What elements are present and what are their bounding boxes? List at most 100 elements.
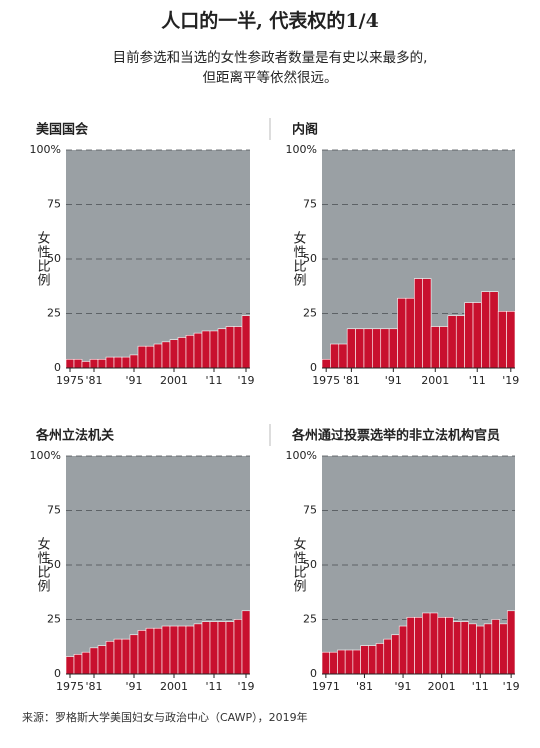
bar xyxy=(161,341,171,369)
bar xyxy=(481,291,491,369)
bar xyxy=(233,326,243,369)
y-tick-label: 100% xyxy=(30,143,61,156)
bar xyxy=(397,297,407,369)
bar xyxy=(129,354,139,369)
bar xyxy=(368,645,377,675)
x-tick-label: '11 xyxy=(205,680,222,693)
bar xyxy=(321,358,331,369)
bar xyxy=(113,356,123,369)
y-tick-label: 75 xyxy=(47,198,61,211)
bar xyxy=(406,617,415,675)
bar xyxy=(209,621,219,675)
x-tick-label: '91 xyxy=(125,680,142,693)
x-tick-label: '91 xyxy=(125,374,142,387)
bar xyxy=(329,651,338,675)
bar xyxy=(225,326,235,369)
panel-title: 美国国会 xyxy=(36,122,89,138)
bar xyxy=(145,345,155,369)
bar xyxy=(455,315,465,369)
bar xyxy=(447,315,457,369)
bar xyxy=(121,356,131,369)
bar xyxy=(388,328,398,369)
bar xyxy=(129,634,139,675)
bar xyxy=(241,315,251,369)
bar xyxy=(137,630,147,675)
subtitle-line: 目前参选和当选的女性参政者数量是有史以来最多的, xyxy=(113,49,428,66)
x-tick-label: '91 xyxy=(395,680,412,693)
y-tick-label: 25 xyxy=(303,307,317,320)
bar xyxy=(437,617,446,675)
bar xyxy=(97,645,107,675)
x-tick-label: '19 xyxy=(502,374,519,387)
bar xyxy=(217,621,227,675)
y-tick-label: 0 xyxy=(310,667,317,680)
bar xyxy=(153,627,163,675)
bar xyxy=(363,328,373,369)
bar xyxy=(360,645,369,675)
y-tick-label: 0 xyxy=(54,361,61,374)
x-tick-label: '19 xyxy=(503,680,520,693)
bar xyxy=(330,343,340,369)
bar xyxy=(445,617,454,675)
panel-title: 各州通过投票选举的非立法机构官员 xyxy=(291,428,500,444)
bar xyxy=(65,656,75,675)
x-tick-label: 1975 xyxy=(312,374,340,387)
bar xyxy=(391,634,400,675)
subtitle-line: 但距离平等依然很远。 xyxy=(203,69,338,86)
bar xyxy=(375,643,385,675)
x-tick-label: '91 xyxy=(385,374,402,387)
bar xyxy=(89,358,99,369)
bar xyxy=(193,623,203,675)
bar xyxy=(217,328,227,369)
bar xyxy=(97,358,107,369)
x-tick-label: 2001 xyxy=(160,374,188,387)
x-tick-label: '81 xyxy=(85,374,102,387)
bar xyxy=(499,623,508,675)
x-tick-label: '81 xyxy=(85,680,102,693)
bar xyxy=(346,328,356,369)
y-tick-label: 25 xyxy=(47,613,61,626)
panel-title: 内阁 xyxy=(292,122,318,138)
bar xyxy=(430,326,440,369)
bar xyxy=(105,640,115,675)
bar xyxy=(73,358,83,369)
bar xyxy=(81,361,91,369)
y-tick-label: 0 xyxy=(310,361,317,374)
y-axis-label: 女性比例 xyxy=(291,536,307,593)
bar xyxy=(185,625,195,675)
y-tick-label: 50 xyxy=(303,558,317,571)
bar xyxy=(177,625,187,675)
bar xyxy=(65,358,75,369)
bar xyxy=(398,625,408,675)
bar xyxy=(452,621,462,675)
x-tick-label: '11 xyxy=(469,374,486,387)
y-tick-label: 25 xyxy=(303,613,317,626)
bar xyxy=(439,326,449,369)
bar xyxy=(414,278,423,369)
bar xyxy=(137,345,147,369)
bar xyxy=(241,610,251,675)
bar xyxy=(414,617,423,675)
y-tick-label: 100% xyxy=(286,143,317,156)
y-axis-label: 女性比例 xyxy=(35,536,51,593)
x-tick-label: 2001 xyxy=(421,374,449,387)
bar xyxy=(337,649,346,675)
bar xyxy=(169,339,179,369)
bar xyxy=(422,612,431,675)
bar xyxy=(169,625,179,675)
x-tick-label: 1975 xyxy=(56,680,84,693)
bar xyxy=(201,621,211,675)
page-title: 人口的一半, 代表权的1/4 xyxy=(161,9,379,32)
bar xyxy=(81,651,91,675)
bar xyxy=(355,328,365,369)
bar xyxy=(468,623,477,675)
bar xyxy=(472,302,482,369)
y-tick-label: 100% xyxy=(30,449,61,462)
bar xyxy=(161,625,171,675)
bar xyxy=(121,638,131,675)
x-tick-label: 2001 xyxy=(160,680,188,693)
bar xyxy=(489,291,499,369)
bar xyxy=(383,638,392,675)
bar xyxy=(145,627,155,675)
